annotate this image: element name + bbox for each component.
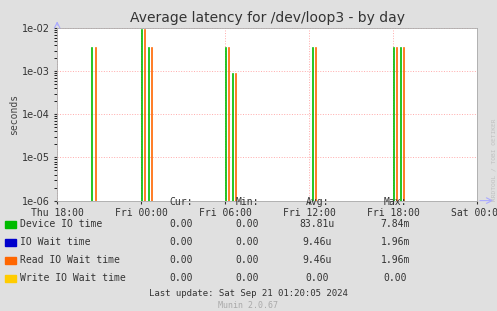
- Text: 1.96m: 1.96m: [380, 255, 410, 265]
- Text: 9.46u: 9.46u: [302, 255, 332, 265]
- Text: Device IO time: Device IO time: [20, 219, 102, 229]
- Text: 1.96m: 1.96m: [380, 237, 410, 247]
- Text: Avg:: Avg:: [305, 197, 329, 207]
- Text: IO Wait time: IO Wait time: [20, 237, 90, 247]
- Text: Cur:: Cur:: [169, 197, 193, 207]
- Text: 0.00: 0.00: [383, 273, 407, 283]
- Text: Read IO Wait time: Read IO Wait time: [20, 255, 120, 265]
- Text: Munin 2.0.67: Munin 2.0.67: [219, 301, 278, 310]
- Text: 0.00: 0.00: [236, 273, 259, 283]
- Text: 83.81u: 83.81u: [300, 219, 334, 229]
- Text: 0.00: 0.00: [236, 255, 259, 265]
- Text: 0.00: 0.00: [236, 219, 259, 229]
- Text: Write IO Wait time: Write IO Wait time: [20, 273, 126, 283]
- Y-axis label: seconds: seconds: [9, 94, 19, 135]
- Text: 7.84m: 7.84m: [380, 219, 410, 229]
- Text: 0.00: 0.00: [169, 237, 193, 247]
- Title: Average latency for /dev/loop3 - by day: Average latency for /dev/loop3 - by day: [130, 12, 405, 26]
- Text: 0.00: 0.00: [236, 237, 259, 247]
- Text: 0.00: 0.00: [169, 273, 193, 283]
- Text: Last update: Sat Sep 21 01:20:05 2024: Last update: Sat Sep 21 01:20:05 2024: [149, 290, 348, 298]
- Text: 0.00: 0.00: [305, 273, 329, 283]
- Text: Min:: Min:: [236, 197, 259, 207]
- Text: 0.00: 0.00: [169, 255, 193, 265]
- Text: Max:: Max:: [383, 197, 407, 207]
- Text: 0.00: 0.00: [169, 219, 193, 229]
- Text: 9.46u: 9.46u: [302, 237, 332, 247]
- Text: RRDTOOL / TOBI OETIKER: RRDTOOL / TOBI OETIKER: [491, 118, 496, 201]
